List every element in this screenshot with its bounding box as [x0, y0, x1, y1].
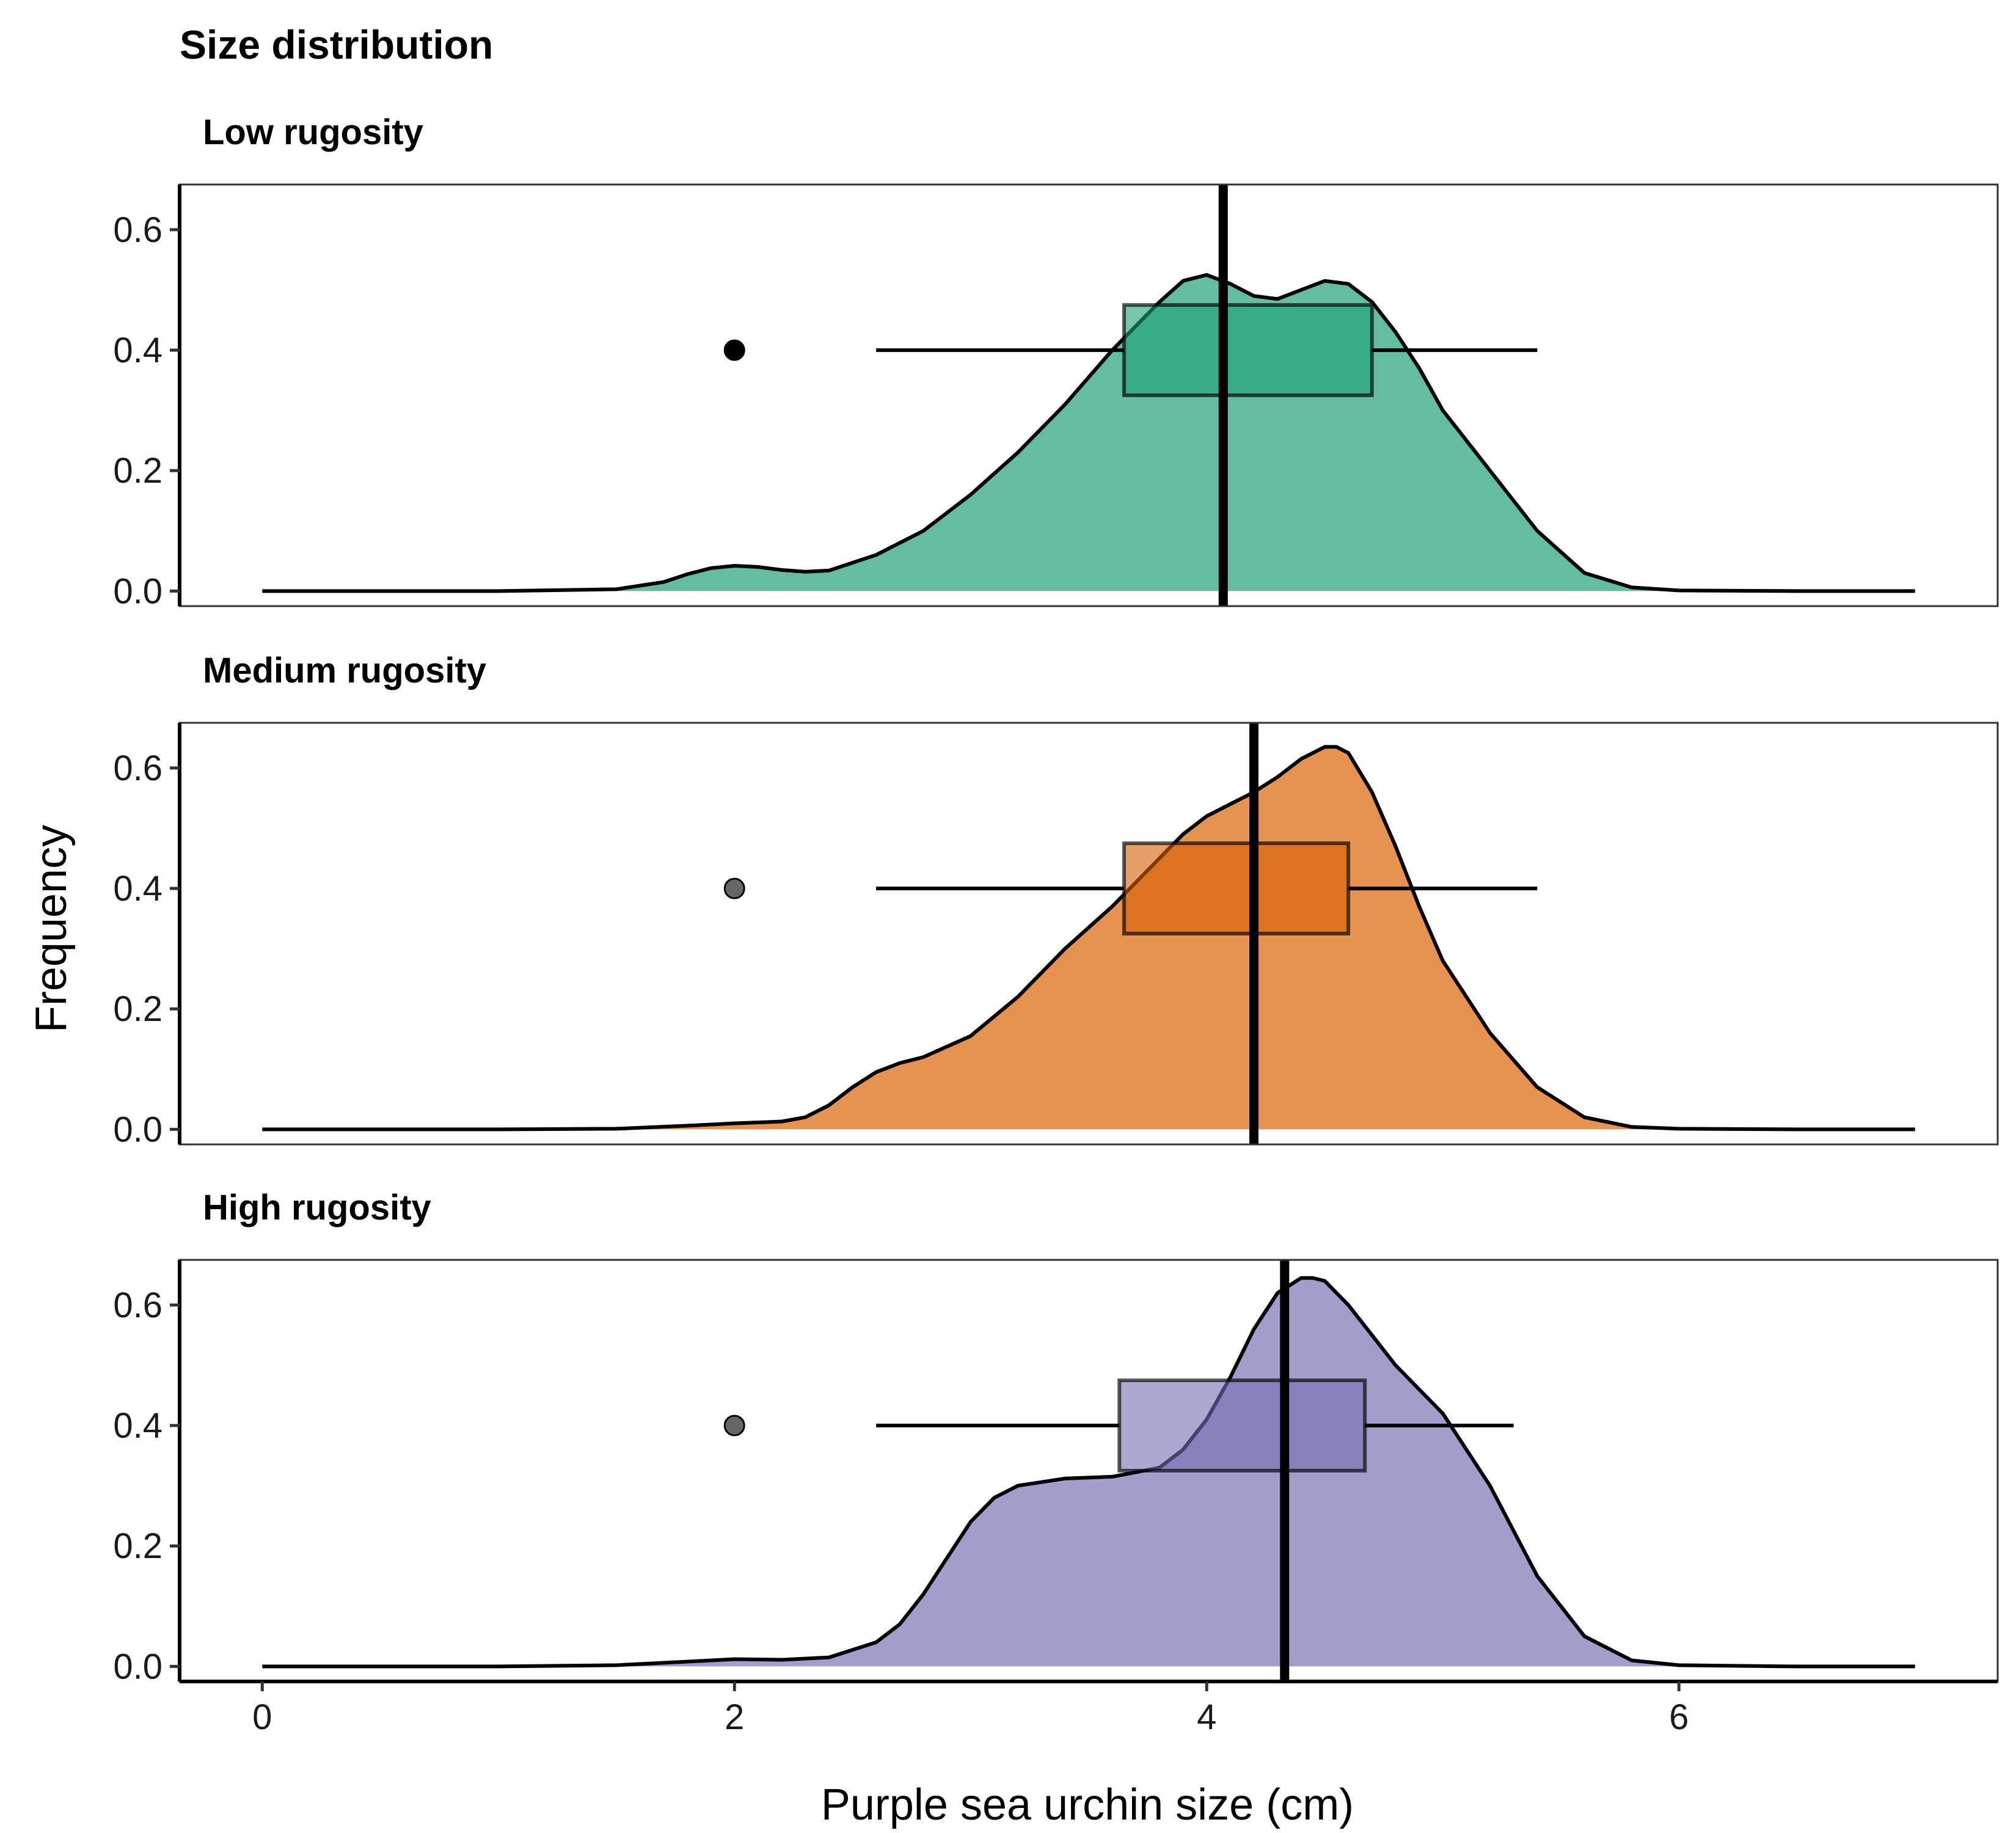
boxplot-box — [1122, 841, 1351, 935]
outlier-point — [723, 339, 745, 361]
facet-label: Medium rugosity — [203, 651, 486, 690]
y-tick-label: 0.0 — [113, 1110, 163, 1149]
y-tick-label: 0.2 — [113, 1526, 163, 1566]
density-area — [262, 274, 1915, 591]
y-tick-label: 0.6 — [113, 748, 163, 788]
panel-2: Medium rugosity 0.0 0.2 0.4 0.6 — [113, 651, 1999, 1149]
panels-layer: Low rugosity 0.0 0.2 0.4 0.6 Medium rugosity 0… — [113, 112, 1999, 1686]
panel-3: High rugosity 0.0 0.2 0.4 0.6 — [113, 1188, 1999, 1686]
x-tick-label: 2 — [725, 1697, 744, 1737]
y-tick-label: 0.2 — [113, 451, 163, 491]
x-axis: 0 2 4 6 — [180, 1680, 1998, 1737]
facet-label: High rugosity — [203, 1188, 431, 1227]
y-tick-label: 0.0 — [113, 571, 163, 611]
y-tick-label: 0.4 — [113, 331, 163, 370]
x-tick-label: 0 — [252, 1697, 272, 1737]
density-line — [262, 273, 1915, 593]
chart-title: Size distribution — [180, 22, 493, 67]
boxplot-box — [1122, 303, 1374, 397]
y-tick-label: 0.4 — [113, 1406, 163, 1446]
y-tick-label: 0.6 — [113, 1286, 163, 1325]
y-tick-label: 0.0 — [113, 1647, 163, 1686]
density-line — [262, 745, 1915, 1132]
outlier-point — [723, 877, 745, 899]
density-area — [262, 1278, 1915, 1667]
x-axis-title: Purple sea urchin size (cm) — [821, 1780, 1354, 1829]
x-tick-label: 4 — [1197, 1697, 1216, 1737]
x-tick-label: 6 — [1669, 1697, 1689, 1737]
y-tick-label: 0.2 — [113, 989, 163, 1029]
boxplot-box — [1117, 1378, 1367, 1473]
y-tick-label: 0.6 — [113, 210, 163, 250]
outlier-point — [723, 1414, 745, 1436]
panel-1: Low rugosity 0.0 0.2 0.4 0.6 — [113, 112, 1999, 611]
density-area — [262, 747, 1915, 1130]
facet-label: Low rugosity — [203, 112, 423, 152]
y-axis-title: Frequency — [27, 825, 76, 1033]
y-tick-label: 0.4 — [113, 869, 163, 909]
